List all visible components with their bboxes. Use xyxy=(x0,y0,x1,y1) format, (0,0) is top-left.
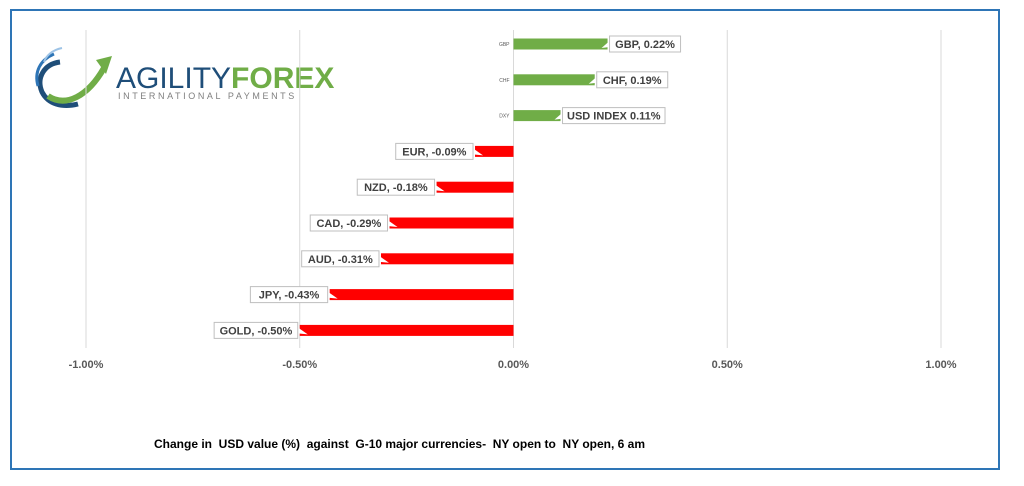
callout-pointer xyxy=(297,327,308,335)
data-label-box xyxy=(356,178,436,196)
bar xyxy=(380,253,514,265)
bar xyxy=(436,181,514,193)
category-label: DXY xyxy=(499,114,510,120)
data-label-box xyxy=(562,107,666,125)
data-label: JPY, -0.43% xyxy=(259,290,320,302)
callout-pointer xyxy=(473,148,484,156)
bars xyxy=(299,38,608,336)
bar xyxy=(299,324,514,336)
x-tick-label: -1.00% xyxy=(69,359,104,371)
x-tick-label: 0.50% xyxy=(712,359,743,371)
callout-pointer xyxy=(588,76,597,84)
data-label: CHF, 0.19% xyxy=(603,75,662,87)
bar xyxy=(329,289,514,301)
logo-tagline: INTERNATIONAL PAYMENTS xyxy=(118,91,297,101)
company-logo: AGILITYFOREX INTERNATIONAL PAYMENTS xyxy=(35,47,334,108)
x-tick-label: 0.00% xyxy=(498,359,529,371)
data-label-box xyxy=(301,250,380,268)
data-label-box xyxy=(395,142,474,160)
callout-pointer xyxy=(327,291,338,299)
logo-wordmark: AGILITYFOREX xyxy=(116,62,334,95)
data-label-box xyxy=(249,286,329,304)
x-axis: -1.00% -0.50% 0.00% 0.50% 1.00% xyxy=(69,359,957,371)
x-tick-label: -0.50% xyxy=(282,359,317,371)
bar xyxy=(513,74,595,86)
data-label-box xyxy=(213,321,299,339)
callout-pointer xyxy=(554,112,563,120)
data-label-box xyxy=(609,35,682,53)
bar xyxy=(513,110,561,122)
callout-pointer xyxy=(434,184,445,192)
bar xyxy=(475,145,514,157)
bar xyxy=(389,217,514,229)
chart-caption: Change in USD value (%) against G-10 maj… xyxy=(154,437,646,451)
data-labels: GBP GBP, 0.22% CHF CHF, 0.19% DXY USD INDEX 0… xyxy=(213,35,682,339)
data-label: AUD, -0.31% xyxy=(308,254,373,266)
category-label: GBP xyxy=(499,42,510,48)
data-label: NZD, -0.18% xyxy=(364,182,428,194)
data-label: GBP, 0.22% xyxy=(615,39,675,51)
category-label: CHF xyxy=(499,78,509,84)
data-label-box xyxy=(309,214,389,232)
swoosh-icon xyxy=(35,47,112,108)
data-label: USD INDEX 0.11% xyxy=(567,111,661,123)
callout-pointer xyxy=(378,255,389,263)
bar xyxy=(513,38,608,50)
x-tick-label: 1.00% xyxy=(925,359,956,371)
data-label: EUR, -0.09% xyxy=(402,146,466,158)
data-label: GOLD, -0.50% xyxy=(220,325,293,337)
data-label-box xyxy=(596,71,669,89)
callout-pointer xyxy=(601,41,610,48)
chart-frame xyxy=(10,9,1000,470)
callout-pointer xyxy=(387,220,398,227)
data-label: CAD, -0.29% xyxy=(316,218,381,230)
